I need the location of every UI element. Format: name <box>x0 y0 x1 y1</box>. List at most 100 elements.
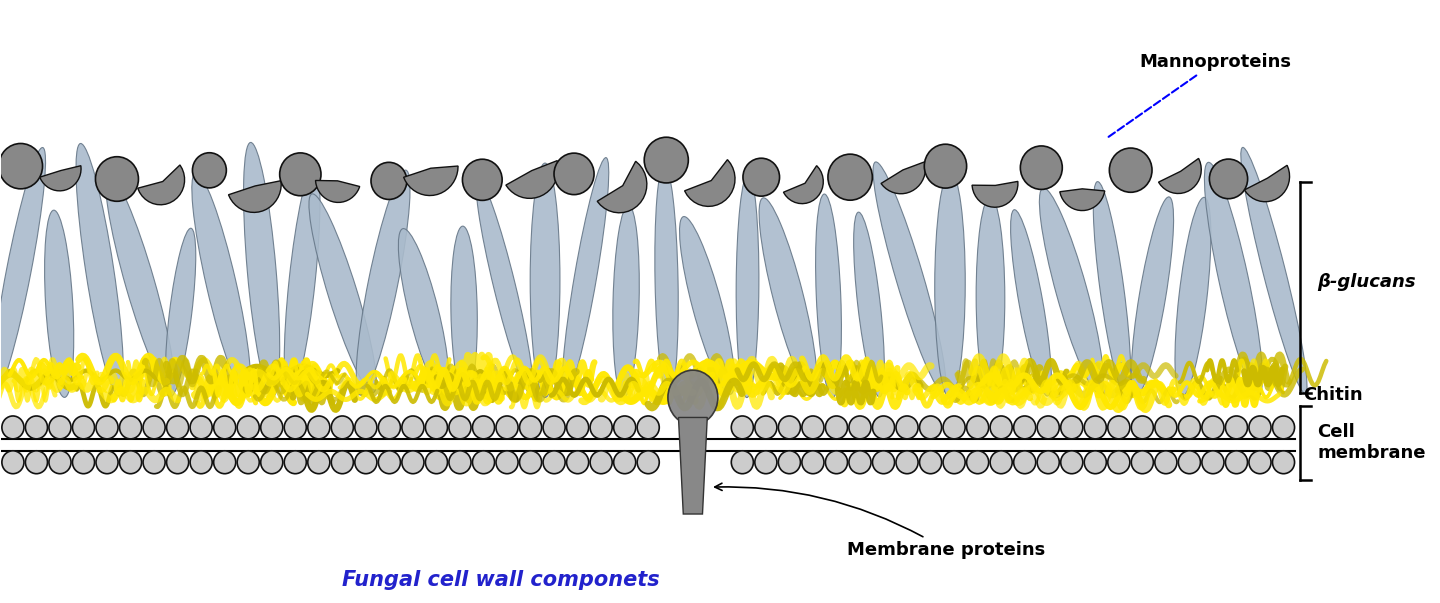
Polygon shape <box>972 182 1018 207</box>
Circle shape <box>779 451 801 474</box>
Circle shape <box>72 451 95 474</box>
Circle shape <box>1273 451 1295 474</box>
Circle shape <box>261 451 282 474</box>
Circle shape <box>966 451 989 474</box>
Circle shape <box>279 153 321 196</box>
Circle shape <box>49 416 71 439</box>
Circle shape <box>96 451 118 474</box>
Circle shape <box>449 451 471 474</box>
Circle shape <box>26 451 48 474</box>
Circle shape <box>379 451 400 474</box>
Polygon shape <box>1159 159 1201 194</box>
Circle shape <box>331 416 353 439</box>
Polygon shape <box>684 160 734 206</box>
Polygon shape <box>315 180 360 203</box>
Circle shape <box>1037 416 1060 439</box>
Circle shape <box>896 416 919 439</box>
Circle shape <box>193 153 226 188</box>
Circle shape <box>1107 416 1130 439</box>
Circle shape <box>143 416 166 439</box>
Circle shape <box>495 416 518 439</box>
Circle shape <box>462 159 503 200</box>
Circle shape <box>1273 416 1295 439</box>
Circle shape <box>732 416 753 439</box>
Ellipse shape <box>854 212 884 397</box>
Circle shape <box>143 451 166 474</box>
Ellipse shape <box>477 178 533 394</box>
Circle shape <box>1037 451 1060 474</box>
Ellipse shape <box>399 229 449 395</box>
Circle shape <box>472 416 494 439</box>
Circle shape <box>1202 416 1224 439</box>
Circle shape <box>566 416 589 439</box>
Ellipse shape <box>759 198 816 394</box>
Circle shape <box>991 451 1012 474</box>
Circle shape <box>354 451 377 474</box>
Circle shape <box>644 137 688 183</box>
Circle shape <box>1084 416 1106 439</box>
Ellipse shape <box>1093 182 1130 397</box>
Circle shape <box>1107 451 1130 474</box>
Circle shape <box>167 416 189 439</box>
Circle shape <box>1014 451 1035 474</box>
Circle shape <box>1109 148 1152 192</box>
Circle shape <box>566 451 589 474</box>
Ellipse shape <box>935 171 965 397</box>
Circle shape <box>873 416 894 439</box>
Ellipse shape <box>192 172 251 394</box>
Text: Mannoproteins: Mannoproteins <box>1109 53 1292 137</box>
Ellipse shape <box>76 144 124 396</box>
Ellipse shape <box>1204 162 1263 395</box>
Circle shape <box>425 451 448 474</box>
Circle shape <box>1248 451 1272 474</box>
Circle shape <box>96 416 118 439</box>
Circle shape <box>308 416 330 439</box>
Circle shape <box>238 416 259 439</box>
Ellipse shape <box>105 174 174 393</box>
Circle shape <box>49 451 71 474</box>
Circle shape <box>732 451 753 474</box>
Circle shape <box>120 416 141 439</box>
Polygon shape <box>505 160 559 198</box>
Circle shape <box>72 416 95 439</box>
Circle shape <box>120 451 141 474</box>
Circle shape <box>825 451 848 474</box>
Ellipse shape <box>668 370 719 425</box>
Ellipse shape <box>356 170 410 395</box>
Ellipse shape <box>451 226 477 397</box>
Ellipse shape <box>873 162 946 393</box>
Circle shape <box>472 451 494 474</box>
Circle shape <box>613 451 635 474</box>
Ellipse shape <box>680 216 734 394</box>
Circle shape <box>402 416 423 439</box>
Circle shape <box>1155 416 1176 439</box>
Circle shape <box>1014 416 1035 439</box>
Ellipse shape <box>815 194 841 397</box>
Circle shape <box>1248 416 1272 439</box>
Circle shape <box>1132 451 1153 474</box>
Circle shape <box>1225 451 1247 474</box>
Circle shape <box>896 451 919 474</box>
Circle shape <box>1061 416 1083 439</box>
Circle shape <box>636 416 660 439</box>
Ellipse shape <box>310 194 376 393</box>
Circle shape <box>850 416 871 439</box>
Circle shape <box>1225 416 1247 439</box>
Circle shape <box>284 451 307 474</box>
Circle shape <box>520 416 541 439</box>
Circle shape <box>495 451 518 474</box>
Text: Cell
membrane: Cell membrane <box>1318 423 1426 463</box>
Circle shape <box>261 416 282 439</box>
Circle shape <box>1021 146 1063 189</box>
Circle shape <box>402 451 423 474</box>
Polygon shape <box>138 165 184 205</box>
Circle shape <box>308 451 330 474</box>
Polygon shape <box>881 162 926 194</box>
Circle shape <box>1210 159 1247 199</box>
Circle shape <box>743 158 779 196</box>
Circle shape <box>379 416 400 439</box>
Circle shape <box>26 416 48 439</box>
Circle shape <box>284 416 307 439</box>
Circle shape <box>449 416 471 439</box>
Ellipse shape <box>1175 197 1211 397</box>
